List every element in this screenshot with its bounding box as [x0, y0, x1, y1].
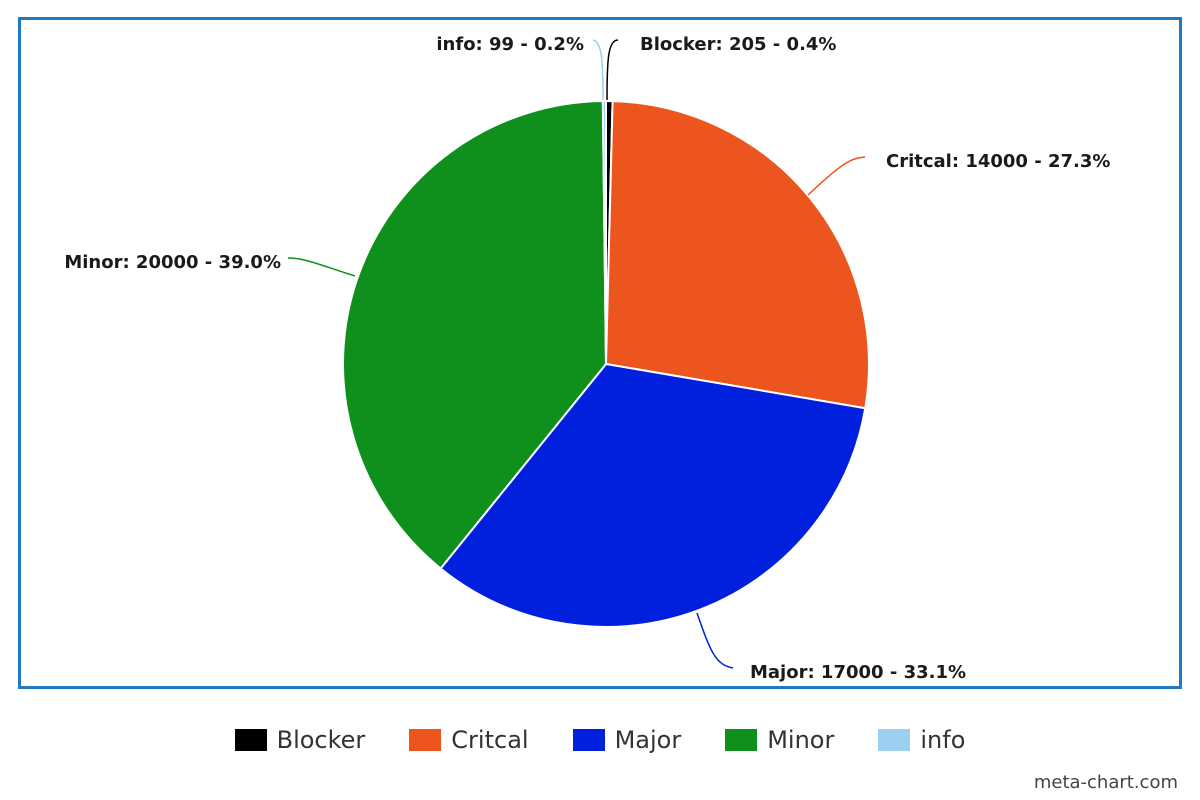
chart-frame — [18, 17, 1182, 689]
connector-info — [592, 39, 604, 101]
legend-item-minor[interactable]: Minor — [725, 726, 834, 754]
legend-swatch-minor — [725, 729, 758, 751]
legend-label-critcal: Critcal — [451, 726, 529, 754]
connector-critcal — [807, 156, 866, 196]
connector-major — [696, 612, 734, 669]
legend-item-critcal[interactable]: Critcal — [409, 726, 529, 754]
pie-chart: Blocker: 205 - 0.4% Critcal: 14000 - 27.3… — [64, 34, 1110, 683]
pie-slice-critcal[interactable] — [604, 100, 870, 410]
legend-item-major[interactable]: Major — [572, 726, 682, 754]
legend-swatch-critcal — [409, 729, 442, 751]
data-label-info: info: 99 - 0.2% — [436, 34, 584, 55]
pie-slice-major[interactable] — [439, 362, 867, 628]
legend-label-major: Major — [614, 726, 682, 754]
legend-swatch-blocker — [234, 729, 267, 751]
pie-slice-minor[interactable] — [342, 100, 608, 570]
data-label-major: Major: 17000 - 33.1% — [750, 662, 966, 683]
legend-label-minor: Minor — [767, 726, 835, 754]
connector-blocker — [606, 39, 619, 101]
chart-legend: Blocker Critcal Major Minor info — [0, 718, 1200, 762]
data-label-critcal: Critcal: 14000 - 27.3% — [886, 151, 1110, 172]
data-label-minor: Minor: 20000 - 39.0% — [64, 252, 281, 273]
legend-swatch-major — [572, 729, 605, 751]
legend-label-info: info — [920, 726, 966, 754]
connector-minor — [287, 257, 356, 277]
data-label-blocker: Blocker: 205 - 0.4% — [640, 34, 836, 55]
legend-label-blocker: Blocker — [276, 726, 366, 754]
pie-slice-info[interactable] — [601, 99, 607, 365]
legend-swatch-info — [878, 729, 911, 751]
legend-item-info[interactable]: info — [878, 726, 965, 754]
legend-item-blocker[interactable]: Blocker — [234, 726, 366, 754]
credit-text[interactable]: meta-chart.com — [1033, 772, 1178, 793]
